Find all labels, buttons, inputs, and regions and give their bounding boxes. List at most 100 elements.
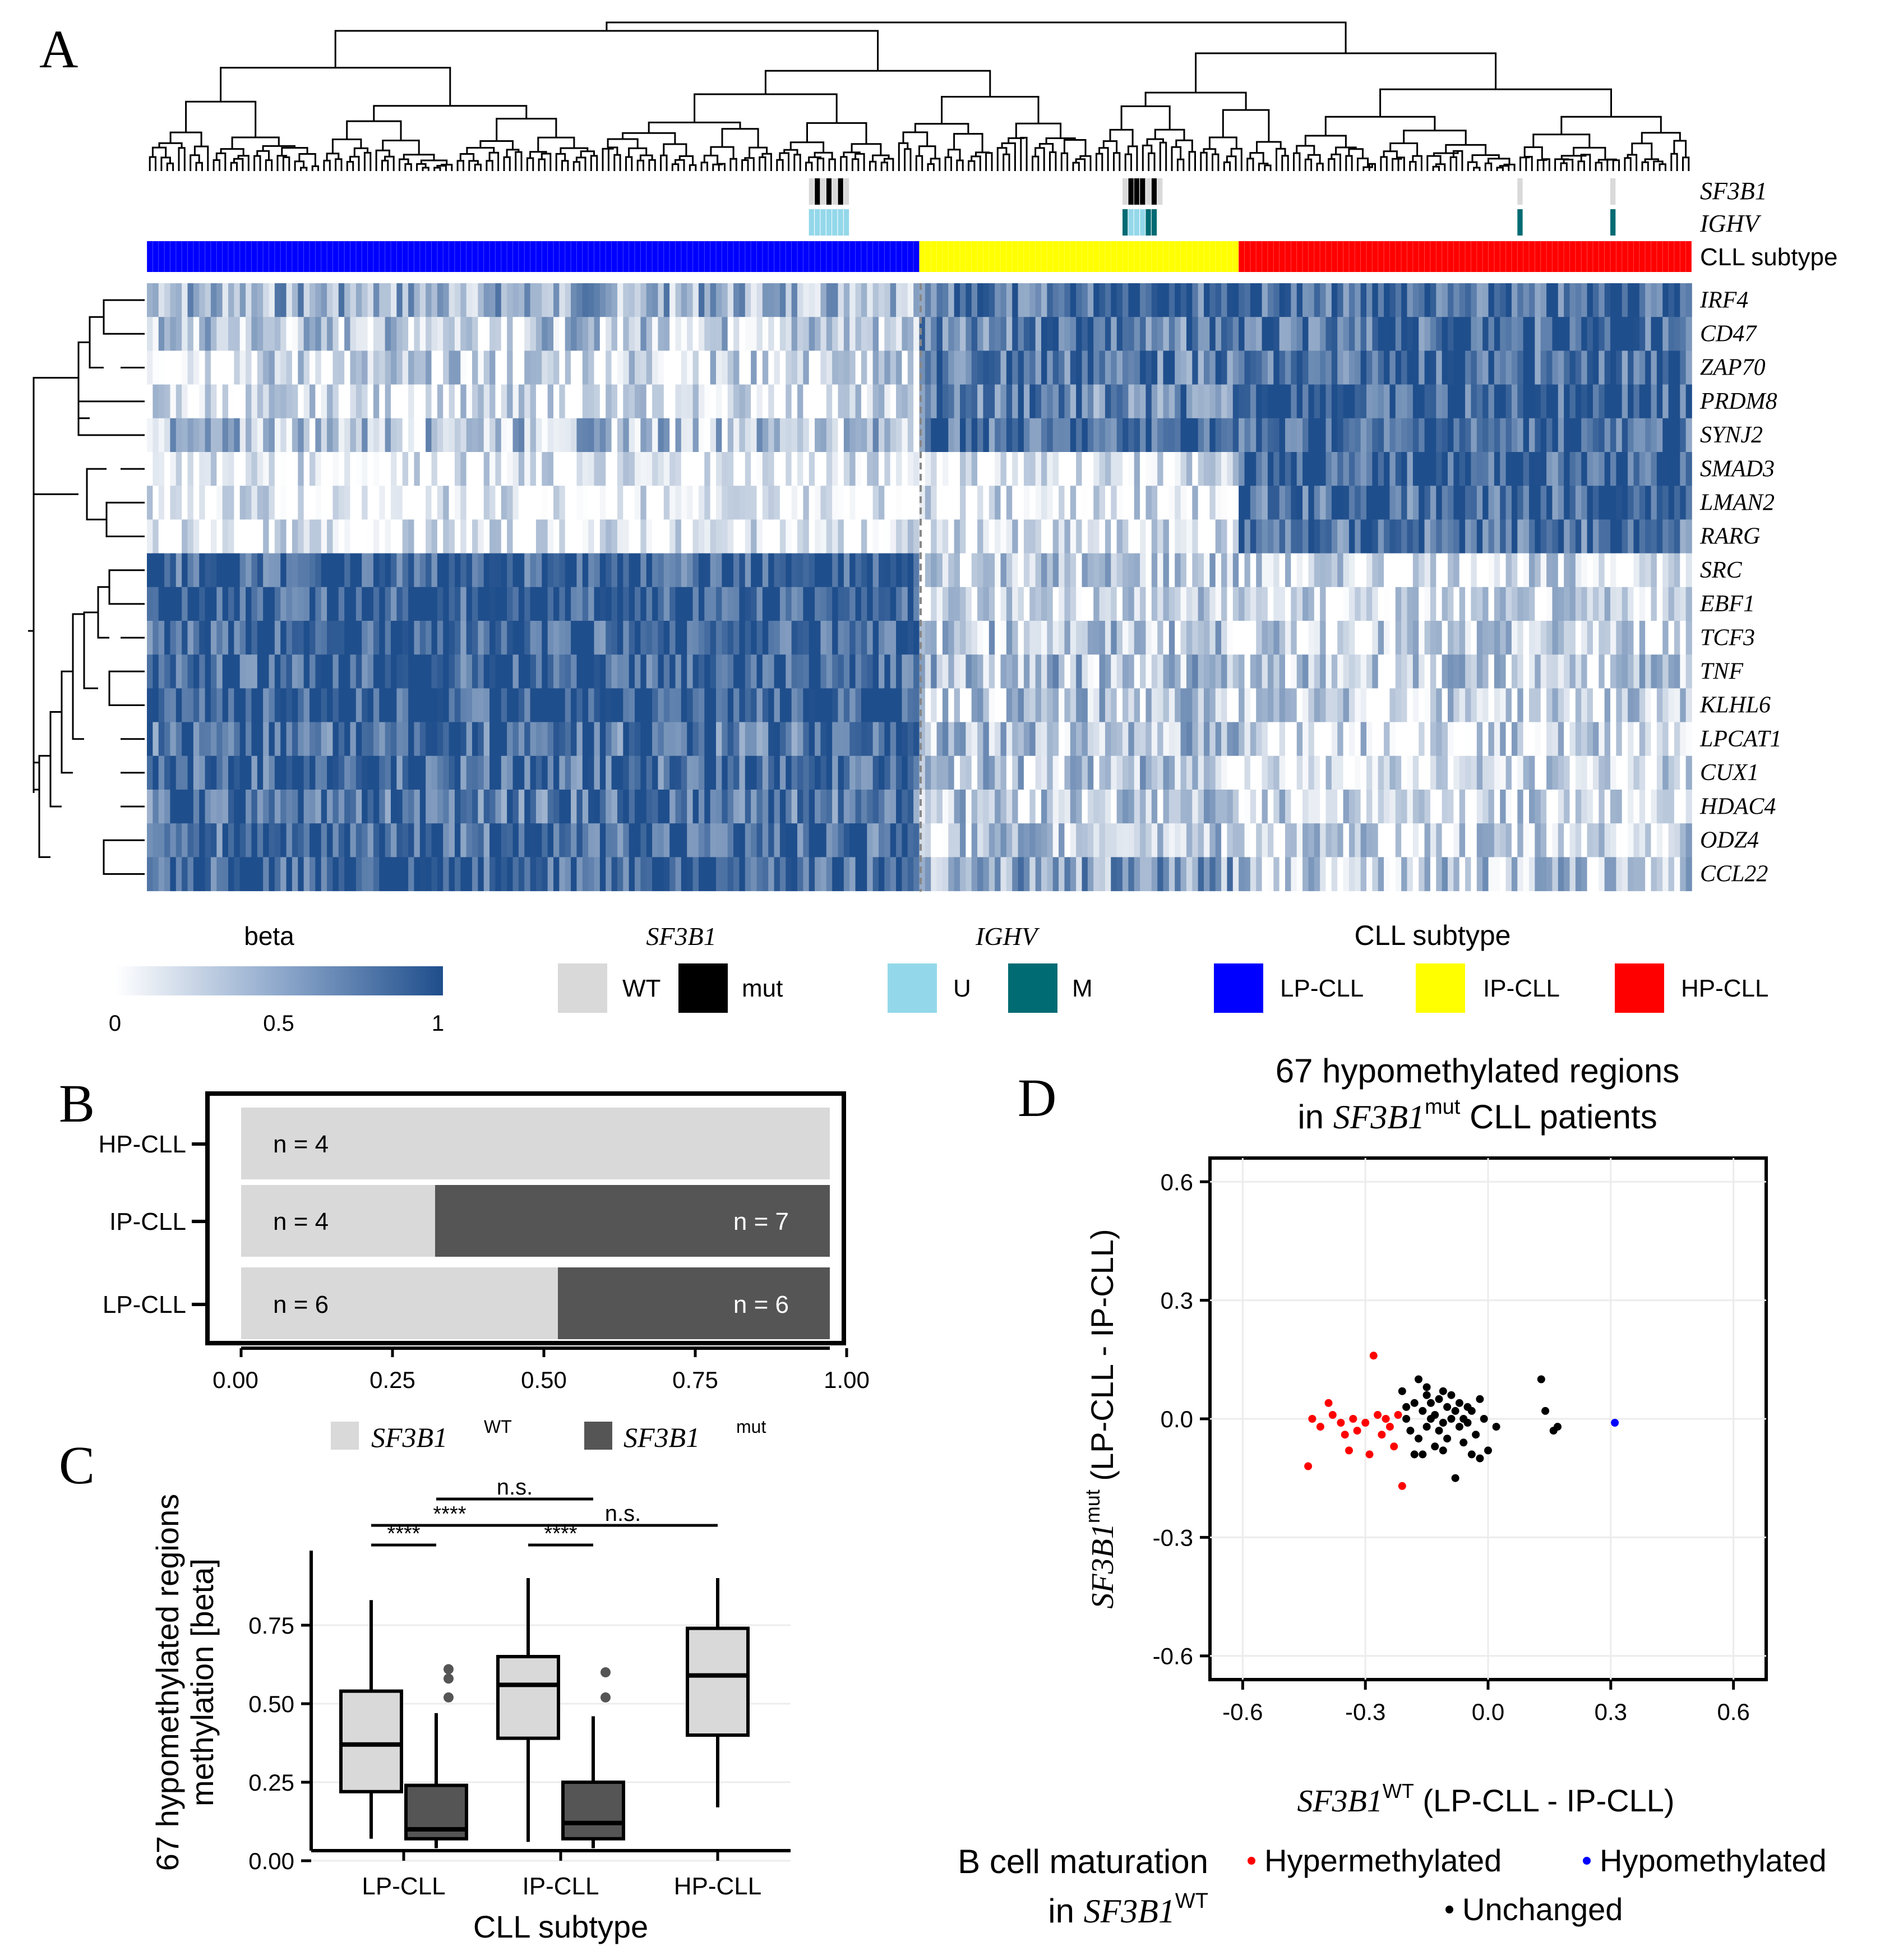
heatmap-cell: [571, 621, 578, 655]
heatmap-cell: [344, 384, 351, 419]
heatmap-cell: [698, 519, 705, 554]
dendrogram-branch: [985, 152, 993, 171]
heatmap-cell: [1476, 688, 1483, 723]
heatmap-cell: [228, 351, 235, 385]
heatmap-cell: [234, 621, 241, 655]
heatmap-cell: [809, 688, 815, 723]
heatmap-cell: [867, 688, 874, 723]
heatmap-cell: [408, 688, 415, 723]
heatmap-cell: [1041, 519, 1048, 554]
heatmap-cell: [1384, 654, 1391, 689]
heatmap-cell: [692, 384, 699, 419]
heatmap-cell: [530, 722, 537, 757]
heatmap-cell: [419, 790, 426, 824]
heatmap-cell: [1668, 587, 1675, 621]
heatmap-cell: [1168, 621, 1176, 655]
heatmap-cell: [948, 519, 955, 554]
heatmap-cell: [820, 587, 827, 621]
heatmap-cell: [820, 317, 827, 351]
heatmap-cell: [1192, 722, 1199, 757]
heatmap-cell: [338, 351, 345, 385]
heatmap-cell: [1378, 755, 1384, 790]
heatmap-cell: [733, 587, 740, 621]
heatmap-cell: [931, 351, 937, 385]
heatmap-cell: [350, 486, 357, 520]
dendrogram-branch: [1195, 52, 1497, 93]
heatmap-cell: [716, 722, 723, 757]
heatmap-cell: [449, 519, 455, 554]
heatmap-cell: [1558, 486, 1564, 520]
heatmap-cell: [478, 823, 484, 857]
heatmap-cell: [1384, 722, 1391, 757]
heatmap-cell: [1128, 654, 1135, 689]
heatmap-cell: [170, 587, 177, 621]
heatmap-cell: [902, 553, 908, 588]
heatmap-cell: [774, 722, 780, 757]
heatmap-cell: [1453, 486, 1460, 520]
heatmap-cell: [907, 519, 914, 554]
heatmap-cell: [809, 722, 815, 757]
heatmap-cell: [855, 688, 862, 723]
heatmap-cell: [1123, 519, 1129, 554]
dendrogram-root: [606, 21, 1347, 53]
heatmap-cell: [1592, 553, 1600, 588]
heatmap-cell: [843, 755, 851, 790]
heatmap-cell: [559, 722, 566, 757]
heatmap-cell: [385, 283, 391, 317]
heatmap-cell: [373, 351, 380, 385]
heatmap-cell: [1604, 654, 1611, 689]
heatmap-cell: [1023, 553, 1031, 588]
heatmap-cell: [629, 823, 635, 857]
row-dendrogram-branch: [77, 400, 121, 436]
heatmap-cell: [431, 384, 438, 419]
heatmap-cell: [803, 688, 810, 723]
heatmap-cell: [234, 351, 241, 385]
heatmap-cell: [419, 553, 426, 588]
heatmap-cell: [449, 486, 455, 520]
heatmap-cell: [164, 553, 171, 588]
heatmap-cell: [733, 755, 740, 790]
heatmap-cell: [449, 621, 455, 655]
heatmap-cell: [344, 587, 351, 621]
heatmap-cell: [1685, 351, 1692, 385]
heatmap-cell: [1082, 688, 1088, 723]
heatmap-cell: [1331, 553, 1338, 588]
heatmap-cell: [1227, 418, 1234, 453]
dendrogram-branch: [776, 159, 784, 171]
heatmap-cell: [542, 688, 548, 723]
heatmap-cell: [623, 418, 630, 453]
heatmap-cell: [884, 790, 891, 824]
heatmap-cell: [338, 790, 345, 824]
heatmap-cell: [617, 519, 624, 554]
heatmap-cell: [1012, 418, 1019, 453]
heatmap-cell: [559, 418, 566, 453]
heatmap-cell: [1140, 755, 1147, 790]
heatmap-cell: [153, 587, 159, 621]
heatmap-cell: [1448, 418, 1454, 453]
heatmap-cell: [344, 654, 351, 689]
heatmap-cell: [274, 418, 281, 453]
heatmap-cell: [1325, 519, 1332, 554]
heatmap-cell: [1599, 351, 1605, 385]
heatmap-cell: [966, 283, 972, 317]
heatmap-cell: [1424, 384, 1431, 419]
heatmap-cell: [722, 519, 728, 554]
heatmap-cell: [414, 384, 421, 419]
row-dendrogram-branch: [38, 755, 50, 858]
heatmap-cell: [855, 621, 862, 655]
heatmap-cell: [1180, 755, 1187, 790]
heatmap-cell: [1552, 621, 1559, 655]
heatmap-cell: [1401, 553, 1408, 588]
heatmap-cell: [1308, 688, 1315, 723]
heatmap-cell: [547, 755, 554, 790]
heatmap-cell: [1348, 621, 1356, 655]
heatmap-cell: [1395, 351, 1402, 385]
heatmap-cell: [1680, 384, 1687, 419]
heatmap-cell: [872, 351, 879, 385]
heatmap-cell: [1204, 553, 1211, 588]
heatmap-cell: [1395, 486, 1402, 520]
heatmap-cell: [1384, 384, 1391, 419]
heatmap-cell: [1685, 755, 1692, 790]
heatmap-cell: [786, 755, 792, 790]
heatmap-cell: [1523, 418, 1530, 453]
